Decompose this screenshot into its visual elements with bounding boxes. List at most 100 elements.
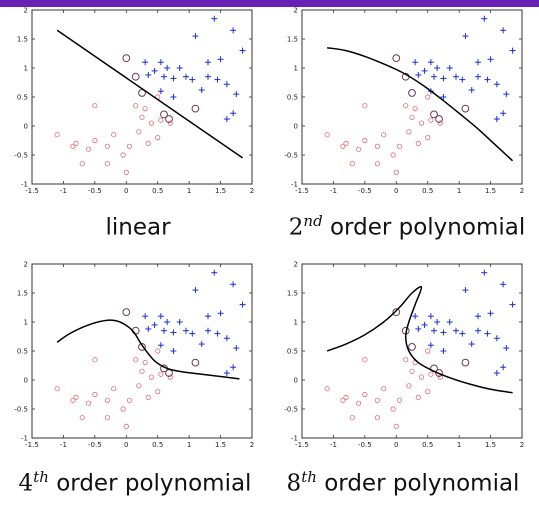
class-a-point [217,56,224,63]
y-tick-label: 1 [294,319,298,327]
y-tick-label: 1.5 [287,290,298,298]
highlighted-point [435,369,443,377]
class-a-point [233,91,240,98]
chart-svg: -1.5 -1 -0.5 0 0.5 1 1.5 2-1-0.500.511.52 [284,261,524,450]
class-b-point [79,161,85,167]
class-a-point [500,281,507,288]
class-b-point [428,371,434,377]
class-b-point [409,368,415,374]
class-a-point [230,27,237,34]
class-a-point [503,345,510,352]
class-a-point [217,310,224,317]
class-b-point [362,103,368,109]
x-tick-label: -0.5 [88,187,102,195]
x-tick-label: 2 [520,441,524,449]
x-tick-label: -0.5 [358,187,372,195]
class-a-point [239,301,246,308]
class-a-point [462,287,469,294]
y-tick-label: 1.5 [17,36,28,44]
class-a-point [503,91,510,98]
class-b-point [403,357,409,363]
class-b-point [126,397,133,403]
class-a-point [142,313,149,320]
chart-svg: -1.5 -1 -0.5 0 0.5 1 1.5 2-1-0.500.511.52 [284,7,524,196]
highlighted-point [408,89,416,97]
class-a-point [211,269,218,276]
x-tick-label: 0 [124,187,128,195]
highlighted-point [435,115,443,123]
class-a-point [412,59,419,66]
x-tick-label: 0 [394,187,398,195]
class-a-point [500,364,507,371]
x-tick-label: 2 [250,441,254,449]
y-tick-label: 2 [294,7,298,15]
class-b-point [349,415,355,421]
class-a-point [157,88,164,95]
y-tick-label: 0.5 [17,348,28,356]
class-a-point [230,364,237,371]
class-b-point [381,386,387,392]
class-a-point [427,313,434,320]
class-a-point [468,87,475,94]
class-b-point [104,143,111,149]
class-b-point [104,161,111,167]
y-tick-label: -0.5 [284,406,298,414]
y-tick-label: 1.5 [17,290,28,298]
class-a-point [176,65,183,71]
y-tick-label: 0 [24,377,28,385]
class-a-point [170,94,177,100]
chart-panel-linear: -1.5 -1 -0.5 0 0.5 1 1.5 2 -1 -0.5 0 0.5 1 1.5 2 [2,2,264,202]
x-tick-label: 1.5 [485,187,496,195]
class-a-point [205,313,211,320]
highlighted-point [430,110,438,119]
highlighted-point [122,54,131,63]
class-b-point [437,374,443,380]
class-b-point [155,135,161,141]
y-tick-label: 1.5 [287,36,298,44]
class-a-point [205,327,211,334]
class-b-point [148,120,155,126]
class-b-point [92,103,98,109]
top-strip [0,0,539,7]
class-a-point [157,59,164,66]
x-tick-label: 1 [187,441,191,449]
class-b-point [362,137,368,144]
class-a-point [230,281,237,288]
class-a-point [493,81,500,88]
decision-boundary-curve [327,46,514,162]
class-a-point [183,73,189,80]
class-a-point [170,329,177,336]
class-b-point [374,161,381,167]
x-tick-label: -1 [60,187,67,195]
class-b-point [104,397,111,403]
class-a-point [421,67,428,74]
y-tick-label: -1 [21,181,28,189]
class-a-point [157,342,164,349]
class-a-point [230,110,237,117]
y-tick-label: 0 [24,123,28,131]
class-a-point [427,342,434,349]
class-b-point [54,386,60,392]
class-b-point [406,383,412,389]
class-a-point [453,73,459,80]
class-a-point [189,76,196,83]
class-a-point [183,327,189,334]
x-tick-label: 1.5 [485,441,496,449]
class-b-point [393,423,399,429]
class-a-point [459,76,466,83]
class-b-point [343,394,349,400]
class-a-point [223,335,230,342]
class-a-point [431,327,437,334]
class-a-point [434,319,441,325]
x-tick-label: -1.5 [25,187,39,195]
y-tick-label: -0.5 [14,152,28,160]
y-tick-label: 1 [294,65,298,73]
class-a-point [475,59,481,66]
class-b-point [73,394,79,400]
class-a-point [440,94,447,100]
y-tick-label: 0.5 [287,94,298,102]
highlighted-point [122,308,131,317]
x-tick-label: 0.5 [422,187,433,195]
class-b-point [126,143,133,149]
class-b-point [111,132,117,138]
